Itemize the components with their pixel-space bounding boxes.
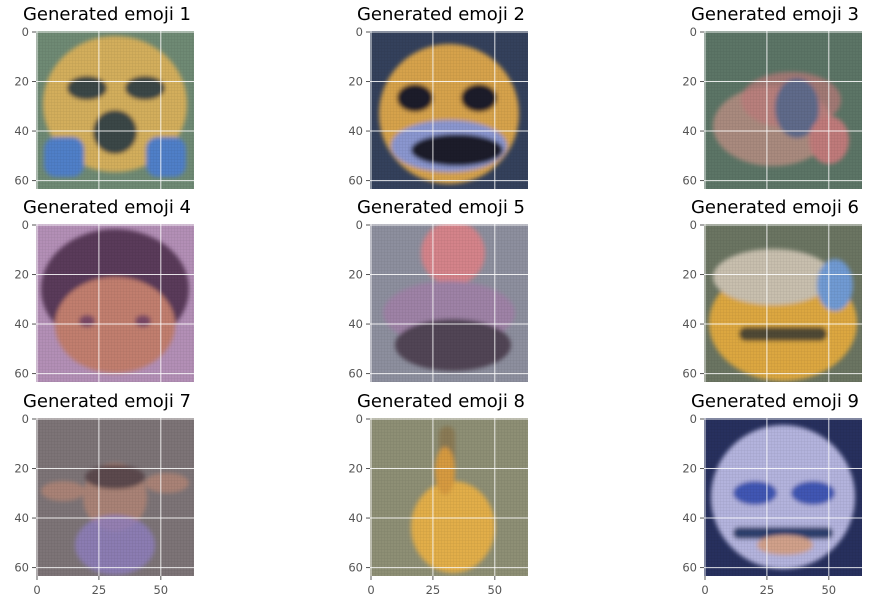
y-tick-label: 0 (690, 25, 697, 39)
y-tick-label: 60 (682, 561, 697, 575)
y-tick-label: 40 (682, 317, 697, 331)
pixel-texture (704, 224, 862, 382)
x-tick-label: 0 (367, 583, 374, 597)
generated-emoji-image (704, 224, 862, 382)
y-tick-label: 0 (22, 218, 29, 232)
x-tick-label: 25 (426, 583, 441, 597)
generated-emoji-image (704, 31, 862, 189)
y-tick-label: 60 (682, 174, 697, 188)
subplot: 0 20 40 60 0 25 50 Generated emoji 9 (682, 391, 862, 597)
subplot-title: Generated emoji 4 (23, 197, 191, 218)
y-tick-label: 40 (682, 511, 697, 525)
subplot: 0 20 40 60 Generated emoji 5 (348, 197, 528, 382)
y-tick-label: 0 (22, 412, 29, 426)
subplot-title: Generated emoji 3 (691, 4, 859, 25)
pixel-texture (370, 224, 528, 382)
y-tick-label: 0 (690, 218, 697, 232)
y-tick-label: 20 (682, 462, 697, 476)
y-tick-label: 40 (348, 511, 363, 525)
y-tick-label: 60 (14, 174, 29, 188)
x-tick-label: 50 (821, 583, 836, 597)
subplot: 0 20 40 60 Generated emoji 6 (682, 197, 862, 382)
subplot-title: Generated emoji 9 (691, 391, 859, 412)
y-tick-label: 40 (14, 511, 29, 525)
y-tick-label: 60 (14, 561, 29, 575)
x-tick-label: 50 (153, 583, 168, 597)
y-tick-label: 40 (682, 124, 697, 138)
subplot: 0 20 40 60 Generated emoji 3 (682, 4, 862, 189)
y-tick-label: 20 (348, 268, 363, 282)
subplot: 0 20 40 60 0 25 50 Generated emoji 8 (348, 391, 528, 597)
y-tick-label: 40 (348, 124, 363, 138)
generated-emoji-image (370, 224, 528, 382)
pixel-texture (36, 224, 194, 382)
y-tick-label: 20 (682, 268, 697, 282)
y-tick-label: 20 (348, 75, 363, 89)
y-tick-label: 40 (14, 124, 29, 138)
pixel-texture (704, 31, 862, 189)
y-tick-label: 20 (348, 462, 363, 476)
y-tick-label: 60 (14, 367, 29, 381)
subplot-title: Generated emoji 1 (23, 4, 191, 25)
generated-emoji-image (370, 418, 528, 576)
generated-emoji-image (36, 31, 194, 189)
subplot: 0 20 40 60 Generated emoji 1 (14, 4, 194, 189)
y-tick-label: 20 (14, 268, 29, 282)
x-tick-label: 50 (487, 583, 502, 597)
subplot-title: Generated emoji 8 (357, 391, 525, 412)
subplot-title: Generated emoji 2 (357, 4, 525, 25)
subplot-title: Generated emoji 5 (357, 197, 525, 218)
subplot-title: Generated emoji 6 (691, 197, 859, 218)
pixel-texture (704, 418, 862, 576)
y-tick-label: 60 (348, 367, 363, 381)
y-tick-label: 0 (356, 412, 363, 426)
generated-emoji-image (704, 418, 862, 576)
subplot: 0 20 40 60 Generated emoji 4 (14, 197, 194, 382)
y-tick-label: 20 (14, 75, 29, 89)
y-tick-label: 0 (356, 218, 363, 232)
pixel-texture (370, 418, 528, 576)
x-tick-label: 0 (701, 583, 708, 597)
x-tick-label: 25 (760, 583, 775, 597)
subplot: 0 20 40 60 0 25 50 Generated emoji 7 (14, 391, 194, 597)
y-tick-label: 20 (14, 462, 29, 476)
y-tick-label: 40 (14, 317, 29, 331)
x-tick-label: 0 (33, 583, 40, 597)
pixel-texture (36, 31, 194, 189)
y-tick-label: 0 (356, 25, 363, 39)
y-tick-label: 60 (682, 367, 697, 381)
y-tick-label: 20 (682, 75, 697, 89)
y-tick-label: 40 (348, 317, 363, 331)
subplot: 0 20 40 60 Generated emoji 2 (348, 4, 528, 189)
generated-emoji-image (370, 31, 528, 189)
pixel-texture (36, 418, 194, 576)
y-tick-label: 0 (690, 412, 697, 426)
y-tick-label: 60 (348, 561, 363, 575)
pixel-texture (370, 31, 528, 189)
y-tick-label: 60 (348, 174, 363, 188)
y-tick-label: 0 (22, 25, 29, 39)
generated-emoji-image (36, 224, 194, 382)
subplot-title: Generated emoji 7 (23, 391, 191, 412)
generated-emoji-image (36, 418, 194, 576)
x-tick-label: 25 (92, 583, 107, 597)
